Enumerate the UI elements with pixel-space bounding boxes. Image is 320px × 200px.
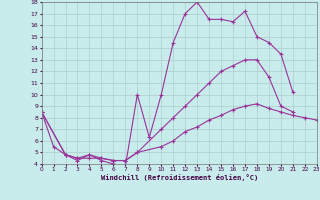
X-axis label: Windchill (Refroidissement éolien,°C): Windchill (Refroidissement éolien,°C)	[100, 174, 258, 181]
